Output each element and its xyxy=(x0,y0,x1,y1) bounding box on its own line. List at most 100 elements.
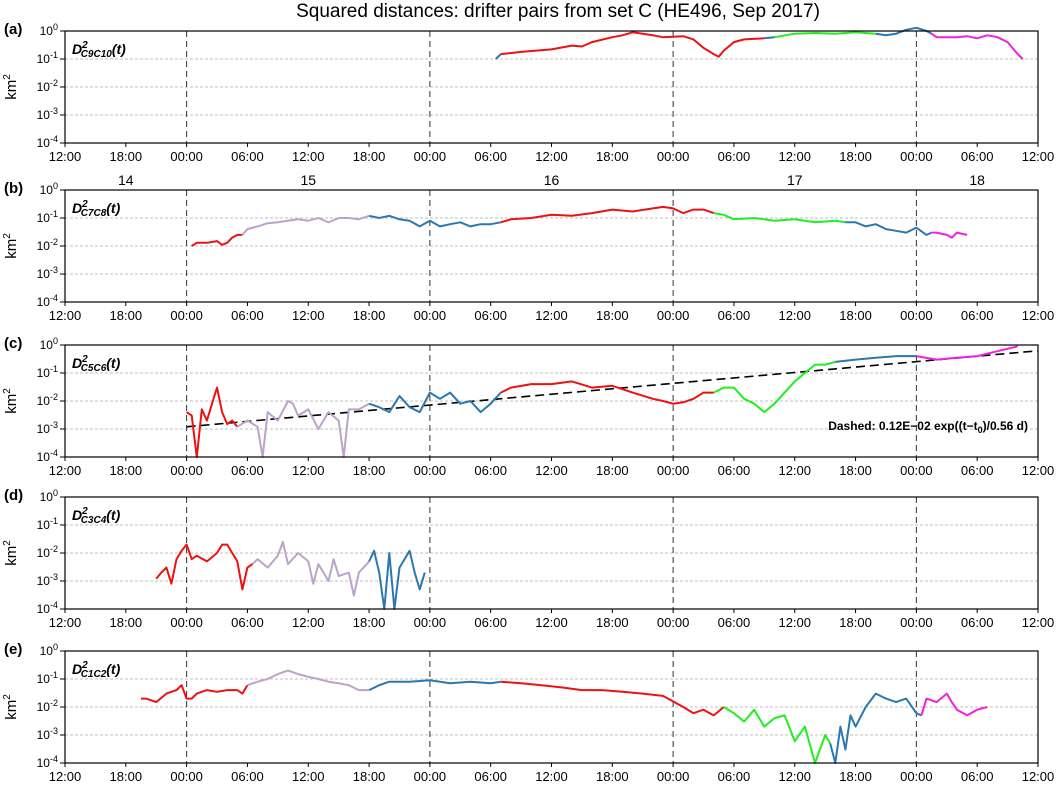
y-tick-label: 10-3 xyxy=(37,265,58,281)
x-tick-label: 06:00 xyxy=(231,769,264,784)
distance-label-sub: C3C4 xyxy=(81,515,107,526)
y-tick-label: 10-1 xyxy=(37,516,58,532)
distance-label-exp: 2 xyxy=(81,199,88,210)
y-axis-label: km2 xyxy=(2,233,20,259)
y-axis-label-base: km xyxy=(3,239,20,259)
series-line-magenta xyxy=(920,692,988,717)
series-line-blue xyxy=(835,355,917,363)
series-line-blue xyxy=(368,549,426,610)
x-tick-label: 06:00 xyxy=(718,149,751,164)
y-tick-label: 10-2 xyxy=(37,544,58,560)
series-line-lilac xyxy=(251,540,370,597)
y-axis-label-base: km xyxy=(3,546,20,566)
x-tick-label: 12:00 xyxy=(778,463,811,478)
x-tick-label: 12:00 xyxy=(778,615,811,630)
series-line-blue xyxy=(495,53,502,60)
x-tick-label: 00:00 xyxy=(900,615,933,630)
day-label: 18 xyxy=(969,172,985,188)
x-tick-label: 18:00 xyxy=(596,308,629,323)
y-tick-base: 10 xyxy=(37,52,51,66)
y-tick-base: 10 xyxy=(37,394,51,408)
x-tick-label: 06:00 xyxy=(961,769,994,784)
fit-annotation-sub: 0 xyxy=(978,425,983,435)
x-tick-label: 12:00 xyxy=(1022,769,1055,784)
x-tick-label: 12:00 xyxy=(1022,149,1055,164)
x-tick-label: 12:00 xyxy=(292,308,325,323)
y-tick-label: 10-1 xyxy=(37,670,58,686)
y-tick-exp: -3 xyxy=(50,265,58,275)
x-tick-label: 00:00 xyxy=(170,308,203,323)
series-line-green xyxy=(713,360,836,414)
x-tick-label: 06:00 xyxy=(718,308,751,323)
x-tick-label: 18:00 xyxy=(110,149,143,164)
x-tick-label: 06:00 xyxy=(961,149,994,164)
y-tick-label: 100 xyxy=(40,642,58,658)
y-tick-base: 10 xyxy=(37,602,51,616)
y-tick-exp: -4 xyxy=(50,600,58,610)
y-tick-exp: -1 xyxy=(50,516,58,526)
y-tick-exp: -3 xyxy=(50,726,58,736)
x-tick-label: 12:00 xyxy=(292,149,325,164)
fit-annotation-main: Dashed: 0.12E−02 exp((t−t xyxy=(828,419,977,433)
y-tick-label: 10-1 xyxy=(37,364,58,380)
x-tick-label: 12:00 xyxy=(49,149,82,164)
y-tick-label: 10-3 xyxy=(37,420,58,436)
y-tick-exp: -3 xyxy=(50,106,58,116)
y-tick-base: 10 xyxy=(40,490,54,504)
x-tick-label: 12:00 xyxy=(49,769,82,784)
series-line-lilac xyxy=(236,400,370,458)
x-tick-label: 06:00 xyxy=(474,769,507,784)
fit-annotation-tail: )/0.56 d) xyxy=(983,419,1028,433)
y-tick-label: 10-4 xyxy=(37,754,58,770)
series-line-red xyxy=(500,31,765,58)
x-tick-label: 00:00 xyxy=(414,615,447,630)
day-label: 14 xyxy=(118,172,134,188)
x-tick-label: 00:00 xyxy=(900,769,933,784)
y-tick-base: 10 xyxy=(40,338,54,352)
series-line-red xyxy=(191,233,243,247)
x-tick-label: 18:00 xyxy=(839,615,872,630)
distance-label: D2 C1C2(t) xyxy=(72,660,121,680)
x-tick-label: 12:00 xyxy=(292,769,325,784)
y-tick-base: 10 xyxy=(37,136,51,150)
x-tick-label: 00:00 xyxy=(657,463,690,478)
x-tick-label: 00:00 xyxy=(414,769,447,784)
y-tick-base: 10 xyxy=(37,574,51,588)
y-tick-label: 10-1 xyxy=(37,50,58,66)
x-tick-label: 18:00 xyxy=(596,463,629,478)
x-tick-label: 12:00 xyxy=(778,308,811,323)
y-axis-label-exp: 2 xyxy=(2,233,13,239)
series-line-blue xyxy=(368,214,501,228)
x-tick-label: 06:00 xyxy=(718,463,751,478)
series-line-red xyxy=(186,386,239,458)
distance-label-exp: 2 xyxy=(81,40,88,51)
x-tick-label: 18:00 xyxy=(839,769,872,784)
y-tick-base: 10 xyxy=(37,366,51,380)
series-line-red xyxy=(500,680,725,717)
distance-label-sub: C9C10 xyxy=(81,49,113,60)
y-axis-label-exp: 2 xyxy=(2,540,13,546)
y-tick-exp: -4 xyxy=(50,448,58,458)
x-tick-label: 06:00 xyxy=(961,615,994,630)
y-tick-label: 100 xyxy=(40,22,58,38)
x-tick-label: 06:00 xyxy=(718,769,751,784)
y-axis-label-exp: 2 xyxy=(2,74,13,80)
x-tick-label: 00:00 xyxy=(414,463,447,478)
y-axis-label: km2 xyxy=(2,74,20,100)
distance-label-t: (t) xyxy=(106,507,120,523)
panel-letter: (a) xyxy=(4,21,22,38)
x-tick-label: 18:00 xyxy=(353,149,386,164)
y-tick-exp: -2 xyxy=(50,392,58,402)
x-tick-label: 06:00 xyxy=(231,463,264,478)
y-tick-label: 100 xyxy=(40,181,58,197)
x-tick-label: 12:00 xyxy=(535,615,568,630)
y-tick-label: 10-4 xyxy=(37,448,58,464)
y-axis-label: km2 xyxy=(2,388,20,414)
x-tick-label: 06:00 xyxy=(961,463,994,478)
y-tick-base: 10 xyxy=(40,183,54,197)
x-tick-label: 18:00 xyxy=(353,615,386,630)
y-tick-label: 100 xyxy=(40,488,58,504)
x-tick-label: 00:00 xyxy=(657,308,690,323)
distance-label: D2 C7C8(t) xyxy=(72,199,121,219)
